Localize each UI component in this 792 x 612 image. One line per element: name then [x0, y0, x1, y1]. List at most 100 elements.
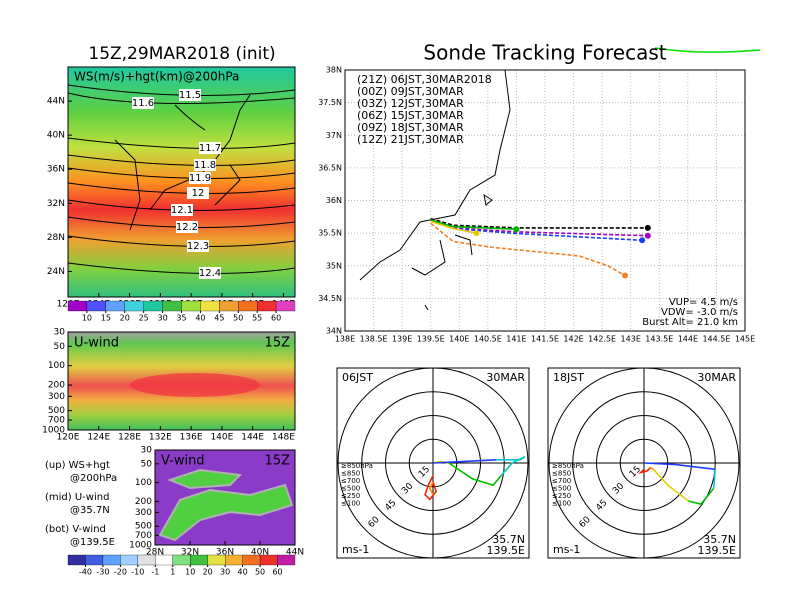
- x-tick-label: 36N: [216, 548, 234, 558]
- decoration: [654, 47, 761, 53]
- hodo-unit: ms-1: [342, 543, 369, 556]
- annotation: VUP= 4.5 m/s: [669, 297, 738, 308]
- hodo-legend: ≥850hPa: [341, 462, 373, 470]
- colorbar-box: [190, 554, 208, 566]
- hodo-trace: [652, 468, 689, 502]
- hodo-lon: 139.5E: [487, 544, 525, 557]
- hodo-legend: ≤700: [341, 477, 360, 485]
- colorbar-label: -20: [114, 568, 127, 577]
- colorbar-label: 30: [220, 568, 230, 577]
- panel-title: V-wind: [161, 454, 205, 469]
- track: [430, 218, 648, 229]
- contour-label-box: [171, 204, 193, 216]
- contour-line: [67, 154, 296, 166]
- hodo-trace: [424, 475, 438, 501]
- colorbar-label: 30: [157, 314, 167, 323]
- y-tick-label: 200: [48, 381, 65, 391]
- colorbar-box: [124, 300, 144, 312]
- colorbar-label: 20: [120, 314, 130, 323]
- contour-label: 12: [192, 188, 205, 199]
- field-label: WS(m/s)+hgt(km)@200hPa: [74, 70, 239, 84]
- colorbar-label: 10: [185, 568, 195, 577]
- ring: [385, 415, 481, 511]
- y-tick-label: 100: [135, 478, 152, 488]
- x-tick-label: 44N: [286, 548, 304, 558]
- panel-title: U-wind: [74, 336, 119, 351]
- colorbar-box: [219, 300, 239, 312]
- colorbar-box: [105, 300, 125, 312]
- ring: [572, 391, 716, 535]
- y-tick-label: 40N: [47, 131, 65, 141]
- note: (bot) V-wind: [45, 524, 106, 535]
- hodo-trace: [643, 462, 716, 471]
- colorbar-box: [257, 300, 277, 312]
- y-tick-label: 200: [135, 497, 152, 507]
- contour-line: [67, 262, 296, 274]
- hodo-lat: 35.7N: [703, 533, 736, 546]
- coastline: [359, 69, 511, 311]
- ring: [596, 415, 692, 511]
- field-blob: [158, 468, 294, 542]
- hodo-trace: [496, 455, 526, 477]
- annotation: VDW= -3.0 m/s: [661, 307, 738, 318]
- x-tick-label: 139E: [392, 335, 412, 344]
- hodo-time: 06JST: [342, 371, 373, 384]
- contour-label: 11.8: [194, 160, 216, 171]
- hodo-time: 18JST: [553, 371, 584, 384]
- contour-label-box: [187, 240, 209, 252]
- y-tick-label: 50: [54, 342, 66, 352]
- contour-label: 11.6: [132, 98, 154, 109]
- colorbar-label: -30: [96, 568, 109, 577]
- hodo-lon: 139.5E: [698, 544, 736, 557]
- x-tick-label: 144E: [241, 433, 264, 443]
- x-tick-label: 128E: [118, 433, 141, 443]
- annotation: Burst Alt= 21.0 km: [642, 317, 738, 328]
- track: [430, 222, 626, 277]
- contour-line: [67, 137, 296, 149]
- y-tick-label: 50: [141, 459, 153, 469]
- y-tick-label: 24N: [47, 267, 65, 277]
- hodo-legend: ≤500: [552, 485, 571, 493]
- hodo-trace: [638, 467, 651, 474]
- x-tick-label: 139.5E: [417, 335, 445, 344]
- colorbar-box: [275, 300, 296, 312]
- colorbar-label: 50: [255, 568, 265, 577]
- y-tick-label: 1000: [42, 426, 65, 436]
- colorbar-label: 55: [252, 314, 262, 323]
- contour-label: 12.2: [176, 222, 198, 233]
- hodo-legend: ≥850hPa: [552, 462, 584, 470]
- contour-label-box: [187, 187, 209, 199]
- frame: [67, 331, 296, 431]
- colorbar-label: 25: [139, 314, 149, 323]
- colorbar-box: [102, 554, 121, 566]
- x-tick-label: 140E: [210, 433, 233, 443]
- y-tick-label: 36N: [326, 196, 342, 205]
- colorbar-box: [143, 300, 163, 312]
- track-end: [644, 232, 651, 239]
- y-tick-label: 28N: [47, 233, 65, 243]
- x-tick-label: 138E: [335, 335, 355, 344]
- hodo-legend: ≤100: [341, 500, 360, 508]
- x-tick-label: 120E: [57, 433, 80, 443]
- colorbar-box: [155, 554, 173, 566]
- y-tick-label: 500: [135, 522, 152, 532]
- track-end: [622, 272, 628, 279]
- x-tick-label: 124E: [87, 433, 110, 443]
- track: [430, 220, 477, 234]
- y-tick-label: 500: [48, 406, 65, 416]
- colorbar-label: 45: [214, 314, 224, 323]
- x-tick-label: 141.5E: [531, 335, 559, 344]
- hodo-legend: ≤250: [552, 492, 571, 500]
- x-tick-label: 148E: [272, 433, 295, 443]
- x-tick-label: 144.5E: [702, 335, 730, 344]
- frame: [67, 66, 296, 298]
- y-tick-label: 30: [54, 328, 66, 338]
- contour-label: 12.4: [199, 268, 221, 279]
- hodo-trace: [688, 487, 715, 506]
- colorbar-label: 10: [82, 314, 92, 323]
- y-tick-label: 37.5N: [318, 98, 342, 107]
- track-end: [473, 230, 480, 237]
- colorbar-label: 40: [238, 568, 248, 577]
